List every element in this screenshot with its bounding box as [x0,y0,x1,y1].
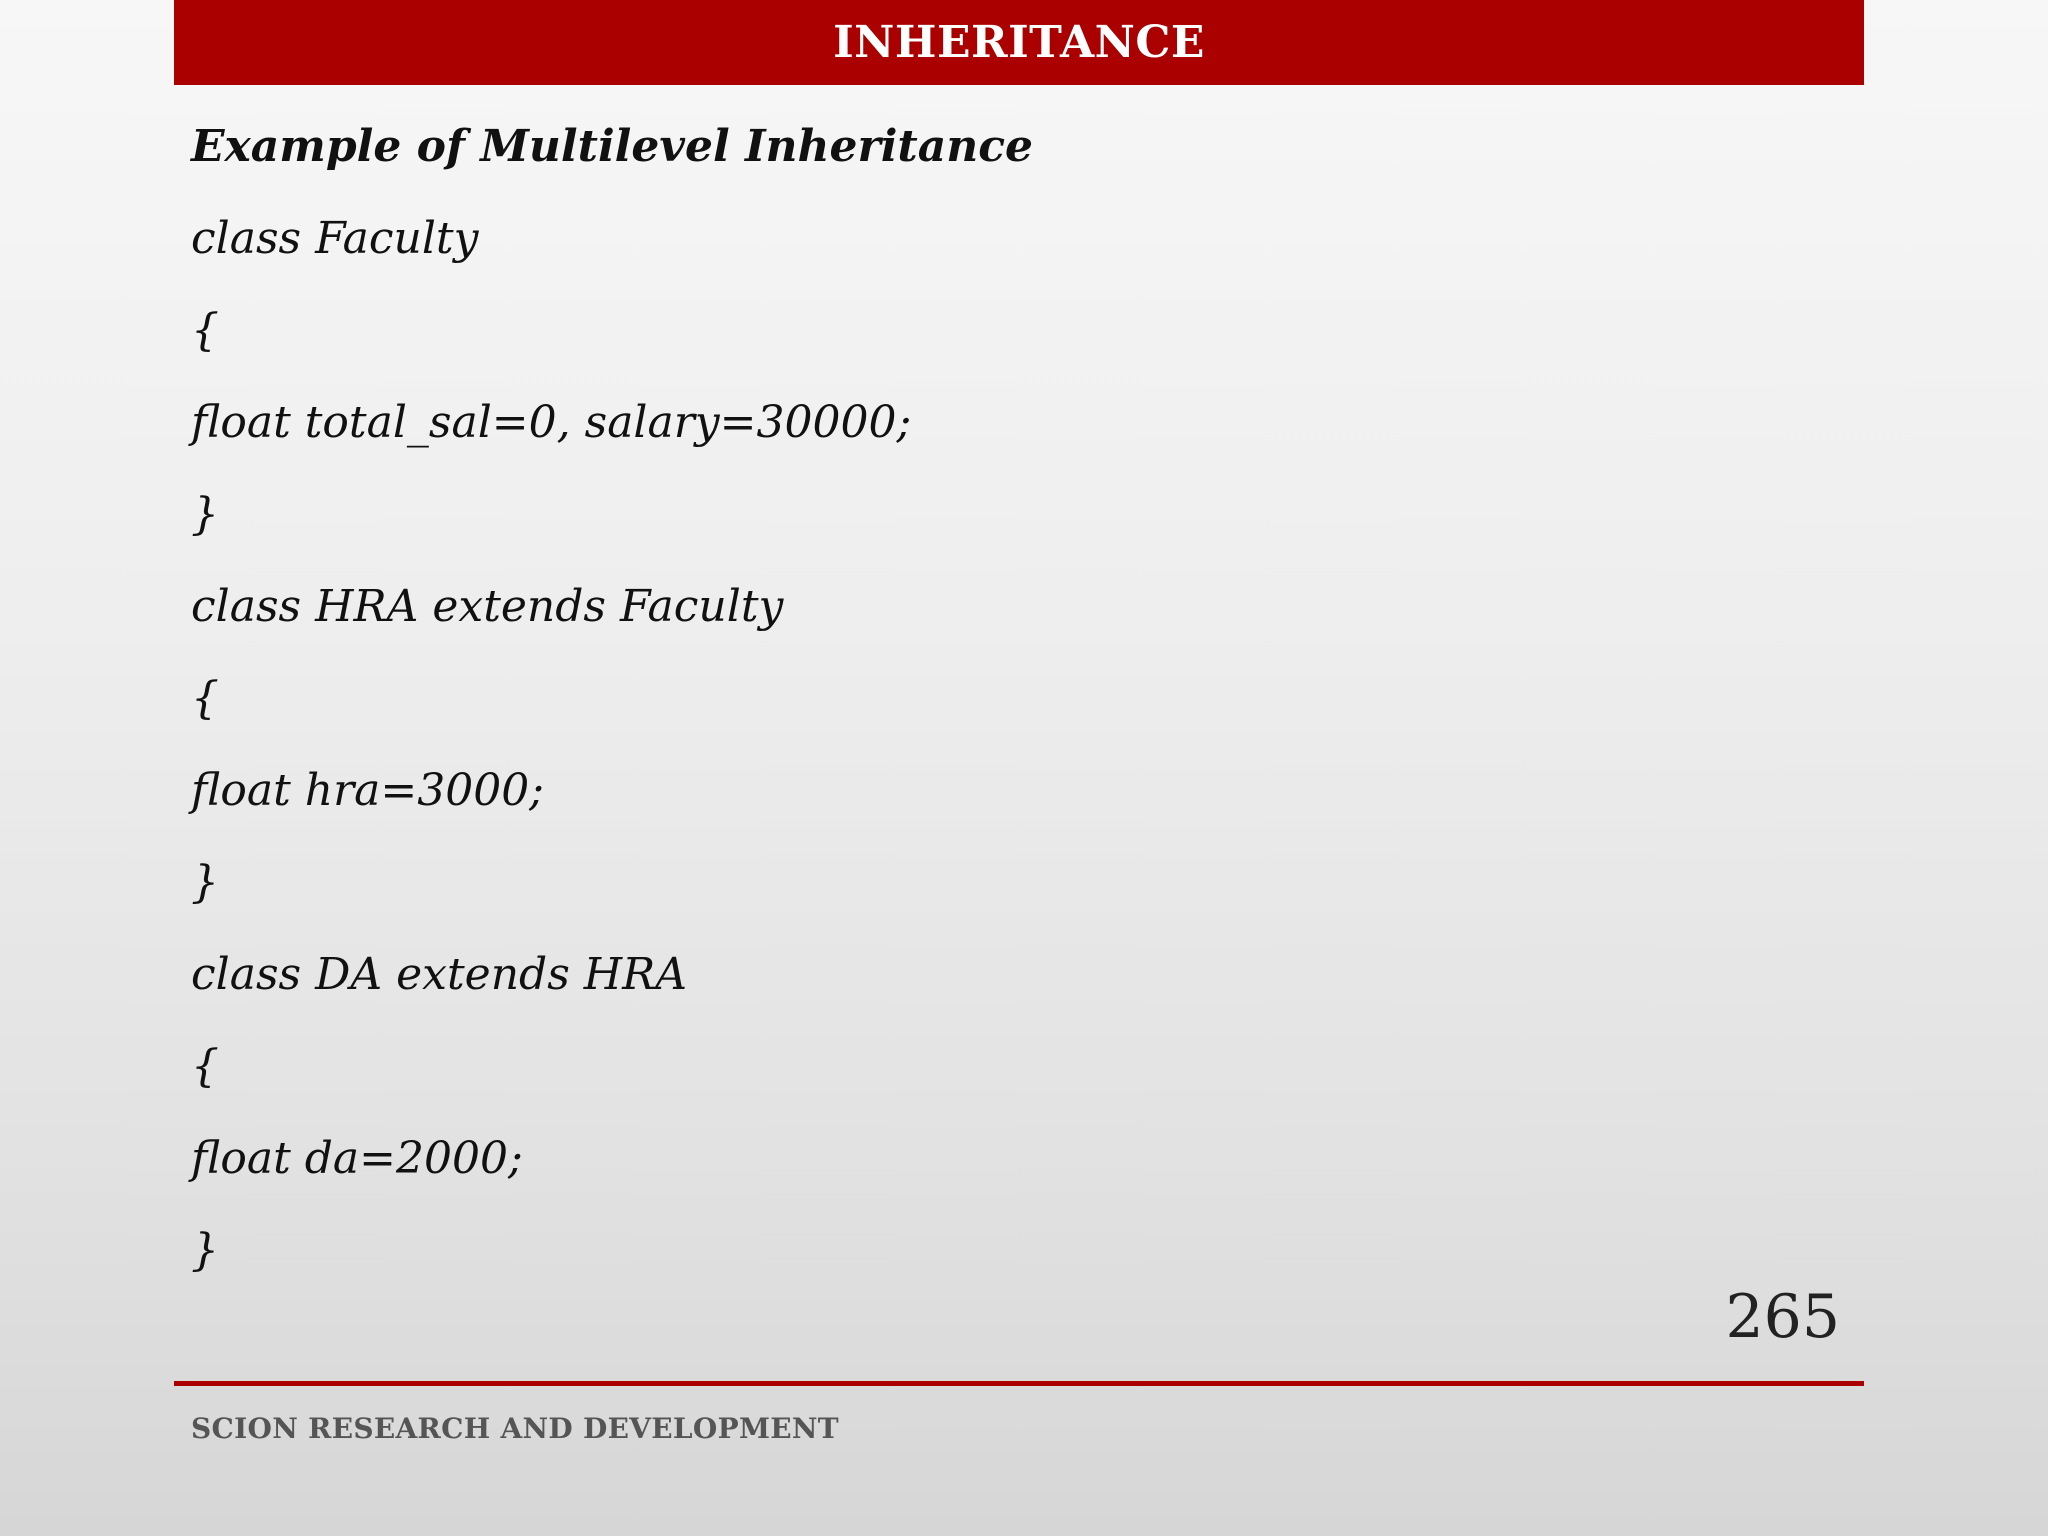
slide-title: INHERITANCE [833,17,1205,68]
code-line: { [191,673,219,724]
code-line: class HRA extends Faculty [191,581,784,632]
code-line: class Faculty [191,213,479,264]
footer-organization: SCION RESEARCH AND DEVELOPMENT [191,1412,839,1445]
code-line: { [191,305,219,356]
footer-divider [174,1381,1864,1386]
code-line: } [191,489,219,540]
code-line: float total_sal=0, salary=30000; [191,397,912,448]
code-line: class DA extends HRA [191,949,688,1000]
slide-subtitle: Example of Multilevel Inheritance [191,121,1034,172]
code-line: } [191,857,219,908]
slide-content: Example of Multilevel Inheritance class … [191,110,1791,1306]
page-number: 265 [1725,1282,1840,1352]
code-line: float da=2000; [191,1133,523,1184]
title-bar: INHERITANCE [174,0,1864,85]
code-line: float hra=3000; [191,765,545,816]
code-line: { [191,1041,219,1092]
code-line: } [191,1225,219,1276]
